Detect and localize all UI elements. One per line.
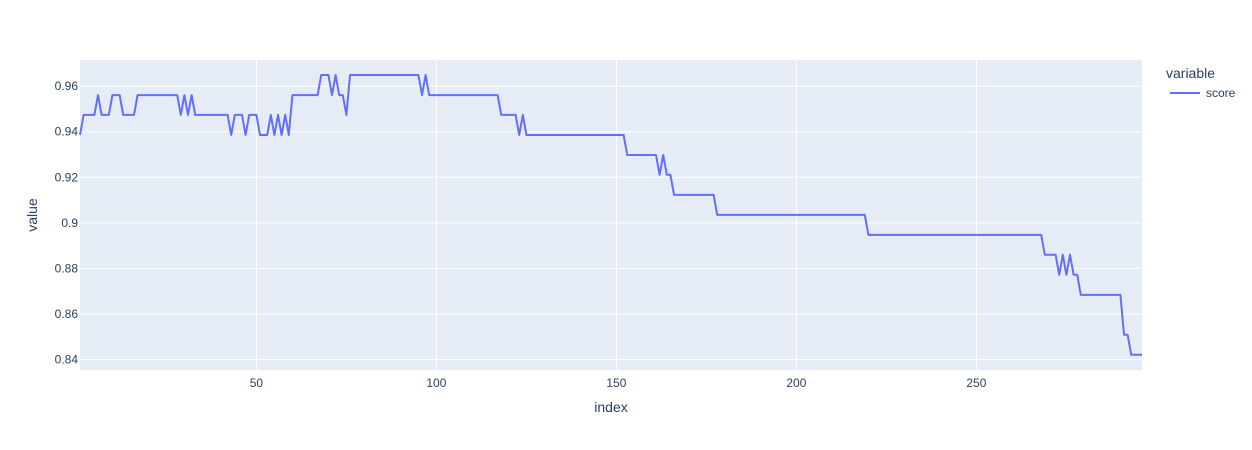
y-axis-title: value [24,198,40,232]
y-tick-label: 0.84 [55,353,79,367]
legend[interactable]: variable score [1166,65,1236,100]
plot-background [80,60,1142,370]
tick-labels: 50 100 150 200 250 0.84 0.86 0.88 0.9 0.92 0.94 0.9… [55,79,987,390]
y-tick-label: 0.86 [55,307,79,321]
x-tick-label: 50 [250,376,264,390]
grid-lines [80,60,1142,370]
y-tick-label: 0.96 [55,79,79,93]
x-axis-title: index [594,399,627,415]
y-tick-label: 0.94 [55,125,79,139]
y-tick-label: 0.88 [55,261,79,275]
x-tick-label: 200 [786,376,806,390]
legend-title: variable [1166,65,1215,81]
series-lines [79,74,1142,356]
x-tick-label: 100 [426,376,446,390]
x-tick-label: 250 [966,376,986,390]
series-line-score [79,74,1142,356]
legend-item-score[interactable]: score [1170,86,1236,100]
legend-label: score [1206,86,1236,100]
y-tick-label: 0.92 [55,170,79,184]
y-tick-label: 0.9 [61,216,78,230]
x-tick-label: 150 [606,376,626,390]
